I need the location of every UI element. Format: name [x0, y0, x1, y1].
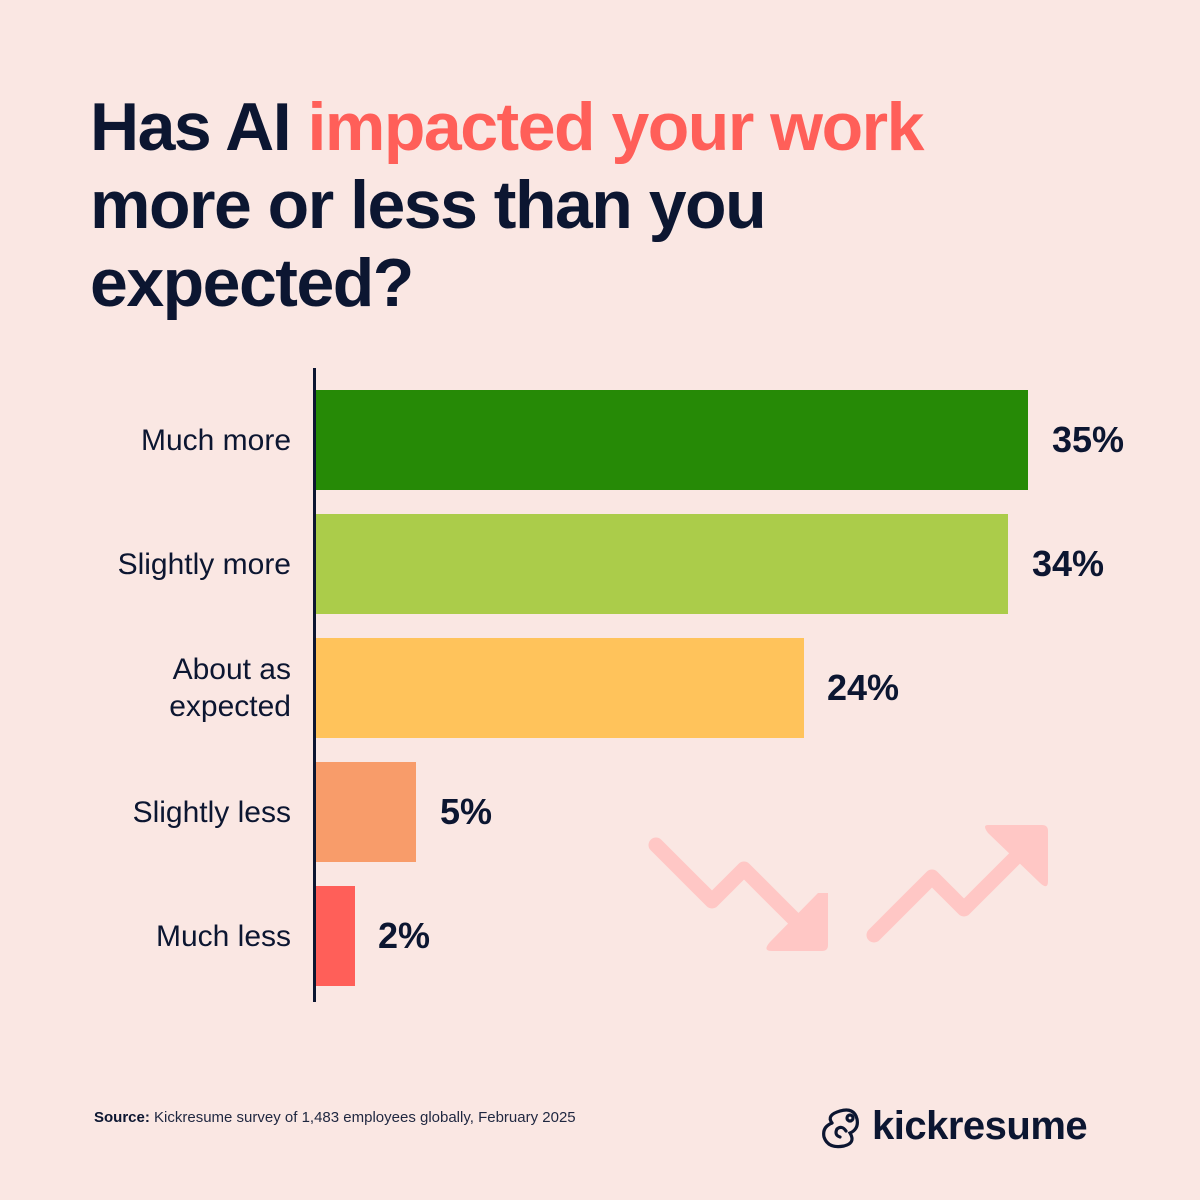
category-label: Much more: [140, 423, 291, 457]
source-label: Source:: [94, 1109, 150, 1126]
category-label: Slightly more: [117, 547, 291, 581]
bar-much-more: [316, 390, 1028, 490]
bar-slightly-more: [316, 514, 1008, 614]
bar-row-much-more: Much more 35%: [0, 390, 1200, 490]
y-axis-line: [313, 368, 316, 1002]
category-label: About as expected: [169, 653, 291, 723]
brand-name: kickresume: [872, 1104, 1088, 1148]
title-part-2: more or less than you expected?: [90, 167, 767, 321]
value-label: 2%: [378, 915, 431, 956]
bar-about-as-expected: [316, 638, 804, 738]
trend-up-arrow-icon: [866, 825, 1048, 943]
bar-row-slightly-more: Slightly more 34%: [0, 514, 1200, 614]
chart-title: Has AI impacted your work more or less t…: [90, 88, 1090, 322]
title-highlight: impacted your work: [307, 89, 925, 165]
brand-logo: kickresume: [820, 1104, 1088, 1149]
bar-slightly-less: [316, 762, 416, 862]
category-label: Much less: [155, 919, 291, 953]
bar-row-about-as-expected: About as expected 24%: [0, 638, 1200, 738]
value-label: 24%: [827, 667, 900, 708]
source-note: Source: Kickresume survey of 1,483 emplo…: [94, 1109, 576, 1126]
value-label: 34%: [1032, 543, 1105, 584]
source-text: Kickresume survey of 1,483 employees glo…: [149, 1109, 576, 1126]
bar-row-slightly-less: Slightly less 5%: [0, 762, 1200, 862]
chameleon-logo-icon: [822, 1107, 859, 1148]
bar-much-less: [316, 886, 355, 986]
trend-down-arrow-icon: [648, 837, 828, 951]
title-part-1: Has AI: [90, 89, 308, 165]
category-label: Slightly less: [132, 795, 291, 829]
trend-arrows-decoration: [648, 825, 1048, 951]
bar-row-much-less: Much less 2%: [0, 886, 1200, 986]
value-label: 5%: [440, 791, 493, 832]
value-label: 35%: [1052, 419, 1125, 460]
